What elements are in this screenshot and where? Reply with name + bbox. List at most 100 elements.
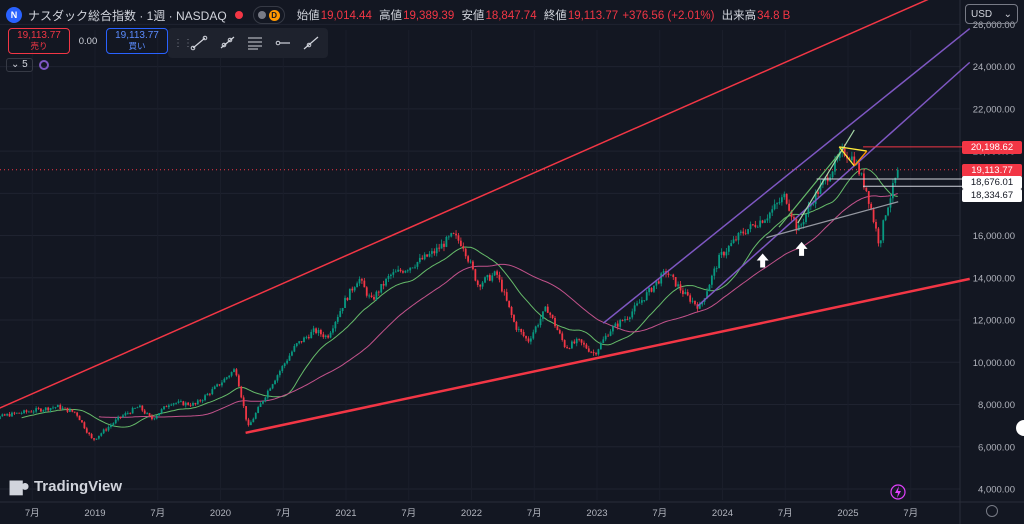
currency-select[interactable]: USD ⌄ (965, 4, 1018, 24)
ray-tool-icon[interactable] (213, 31, 241, 55)
symbol-title[interactable]: ナスダック総合指数 · 1週 · NASDAQ (28, 8, 227, 23)
candle (896, 167, 899, 179)
candle-body (143, 410, 146, 414)
candle (872, 207, 875, 224)
candle (476, 279, 479, 288)
symbol-icon[interactable]: N (6, 7, 22, 23)
candle (143, 408, 146, 415)
candle-body (131, 408, 134, 414)
ohlc-label-high: 高値 (379, 10, 403, 22)
candle (522, 329, 525, 338)
candle (322, 331, 325, 339)
candle (167, 403, 170, 410)
candle-body (134, 408, 136, 409)
candle (595, 351, 597, 356)
candle-body (604, 335, 607, 340)
candle-body (580, 339, 583, 343)
candle-body (539, 318, 542, 326)
candle-body (655, 281, 658, 286)
candle-body (201, 400, 204, 402)
candle (414, 264, 416, 269)
candles (0, 143, 899, 442)
x-tick-label-11: 2024 (712, 508, 733, 519)
price-tag-level-20198[interactable]: 20,198.62 (962, 141, 1022, 154)
side-panel-toggle[interactable] (1016, 420, 1024, 436)
candle (730, 239, 733, 247)
price-tag-level-18676[interactable]: 18,676.01 (962, 176, 1022, 189)
extended-line-tool-icon[interactable] (297, 31, 325, 55)
candle-body (35, 408, 38, 412)
candle-body (189, 404, 192, 406)
y-tick-label-1: 6,000.00 (978, 442, 1015, 453)
candle-body (561, 333, 564, 341)
candle-body (406, 270, 409, 272)
drag-handle-icon[interactable]: ⋮⋮ (173, 37, 193, 49)
candle (621, 319, 624, 322)
candle (496, 269, 498, 279)
candle-body (571, 341, 573, 349)
candle (875, 219, 877, 232)
candle (136, 406, 139, 409)
candle-body (672, 274, 675, 278)
chart-settings-icon[interactable] (986, 505, 998, 517)
candle-body (172, 403, 175, 405)
candle (95, 438, 98, 440)
drawing-toolbar: ⋮⋮ (168, 28, 328, 58)
x-tick-label-12: 7月 (778, 508, 793, 519)
candle-body (515, 321, 518, 330)
candle-body (766, 218, 769, 221)
candle (481, 280, 484, 290)
tradingview-logo[interactable]: ▆● TradingView (10, 476, 122, 496)
candle (23, 409, 25, 414)
logo-text: TradingView (33, 477, 123, 495)
indicator-settings-icon[interactable] (38, 60, 49, 70)
candle-body (264, 397, 267, 402)
trend-line-tool-icon[interactable] (185, 31, 213, 55)
candle-body (843, 147, 846, 156)
candle-body (377, 291, 380, 293)
x-tick-label-0: 7月 (25, 508, 40, 519)
candle (373, 294, 375, 301)
candle (867, 190, 870, 209)
candle (508, 300, 511, 309)
candle-body (481, 282, 484, 287)
ohlc-label-volume: 出来高 (721, 10, 757, 22)
candle (421, 255, 424, 260)
candle (865, 187, 868, 193)
candle-body (30, 411, 33, 413)
candle (720, 248, 723, 259)
candle (194, 402, 197, 406)
horizontal-ray-tool-icon[interactable] (269, 31, 297, 55)
sell-button[interactable]: 19,113.77 売り (8, 28, 70, 54)
candle (42, 409, 45, 413)
candle-body (486, 275, 489, 278)
candle (597, 348, 600, 356)
y-tick-label-2: 8,000.00 (978, 400, 1015, 411)
candle (467, 254, 470, 264)
price-tag-last-price[interactable]: 19,113.77 (962, 164, 1022, 177)
candle (283, 362, 286, 369)
candle-body (529, 338, 532, 342)
candle (15, 412, 18, 414)
candle (447, 235, 450, 240)
fib-tool-icon[interactable] (241, 31, 269, 55)
indicator-count-toggle[interactable]: ⌄ 5 (6, 58, 33, 72)
candle (563, 339, 566, 349)
candle (645, 289, 648, 301)
candle (602, 336, 605, 344)
candle-body (764, 220, 766, 223)
price-tag-level-18334[interactable]: 18,334.67 (962, 189, 1022, 202)
candle (817, 189, 819, 198)
candle-body (744, 233, 747, 235)
candle-body (293, 346, 296, 352)
candle (513, 314, 515, 323)
candle-body (491, 275, 494, 281)
candle-body (756, 226, 759, 228)
buy-button[interactable]: 19,113.77 買い (106, 28, 168, 54)
candle-body (42, 410, 45, 412)
data-status-pill[interactable]: D (252, 6, 285, 24)
candle (54, 406, 57, 410)
y-tick-label-4: 12,000.00 (973, 316, 1015, 327)
candle (631, 308, 634, 320)
